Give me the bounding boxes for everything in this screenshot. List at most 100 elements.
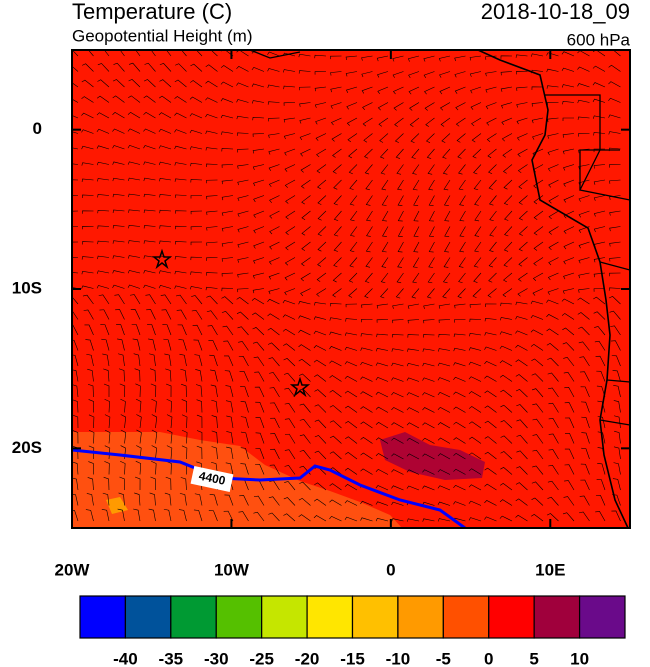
wind-barb bbox=[470, 102, 482, 110]
wind-barb bbox=[395, 288, 404, 299]
wind-barb bbox=[72, 310, 79, 320]
wind-barb bbox=[361, 303, 373, 308]
wind-barb bbox=[224, 494, 234, 506]
wind-barb bbox=[127, 284, 141, 289]
wind-barb bbox=[284, 257, 296, 266]
wind-barb bbox=[120, 398, 126, 413]
wind-barb bbox=[344, 332, 358, 336]
wind-barb bbox=[127, 177, 141, 182]
wind-barb bbox=[269, 402, 280, 413]
wind-barb bbox=[592, 65, 606, 72]
wind-barb bbox=[562, 100, 575, 105]
wind-barb bbox=[547, 372, 559, 382]
wind-barb bbox=[423, 71, 435, 78]
wind-barb bbox=[207, 325, 218, 336]
wind-barb bbox=[422, 377, 435, 382]
wind-barb bbox=[609, 195, 621, 200]
wind-barb bbox=[210, 384, 218, 398]
wind-barb bbox=[391, 469, 404, 475]
wind-barb bbox=[344, 500, 358, 506]
wind-barb bbox=[196, 445, 203, 460]
wind-barb bbox=[166, 414, 173, 429]
wind-barb bbox=[175, 294, 187, 305]
wind-barb bbox=[329, 317, 342, 321]
wind-barb bbox=[397, 257, 404, 268]
wind-barb bbox=[252, 164, 265, 170]
wind-barb bbox=[72, 354, 79, 367]
wind-barb bbox=[237, 326, 249, 336]
wind-barb bbox=[158, 285, 172, 289]
wind-barb bbox=[500, 389, 513, 398]
wind-barb bbox=[284, 418, 296, 429]
wind-barb bbox=[515, 54, 528, 58]
wind-barb bbox=[267, 101, 280, 105]
wind-barb bbox=[88, 461, 94, 475]
wind-barb bbox=[284, 288, 296, 296]
wind-barb bbox=[254, 386, 265, 398]
wind-barb bbox=[500, 451, 513, 460]
wind-barb bbox=[469, 55, 482, 61]
wind-barb bbox=[423, 319, 435, 324]
wind-barb bbox=[397, 226, 404, 237]
wind-barb bbox=[564, 387, 575, 398]
wind-barb bbox=[143, 255, 156, 259]
wind-barb bbox=[97, 225, 110, 229]
wind-barb bbox=[72, 195, 79, 196]
wind-barb bbox=[253, 179, 265, 187]
wind-barb bbox=[72, 50, 79, 57]
wind-barb bbox=[252, 133, 265, 137]
wind-barb bbox=[458, 272, 466, 284]
wind-barb bbox=[190, 210, 203, 215]
wind-barb bbox=[397, 179, 404, 191]
wind-barb bbox=[455, 102, 466, 111]
wind-barb bbox=[161, 309, 172, 320]
coastline bbox=[477, 50, 629, 528]
wind-barb bbox=[428, 210, 435, 222]
wind-barb bbox=[484, 420, 497, 429]
wind-barb bbox=[422, 485, 435, 491]
wind-barb bbox=[564, 464, 575, 475]
wind-barb bbox=[72, 287, 79, 289]
wind-barb bbox=[116, 324, 125, 336]
wind-barb bbox=[392, 55, 404, 62]
wind-barb bbox=[298, 514, 311, 522]
wind-barb bbox=[366, 226, 373, 237]
wind-barb bbox=[548, 387, 559, 398]
wind-barb bbox=[345, 420, 358, 429]
wind-barb bbox=[316, 288, 327, 297]
wind-barb bbox=[422, 348, 435, 352]
wind-barb bbox=[518, 179, 528, 189]
wind-barb bbox=[577, 116, 590, 120]
wind-barb bbox=[255, 448, 265, 460]
wind-barb bbox=[252, 272, 265, 279]
wind-barb bbox=[515, 344, 528, 351]
wind-barb bbox=[96, 112, 110, 119]
wind-barb bbox=[443, 195, 451, 206]
wind-barb bbox=[88, 445, 95, 460]
wind-barb bbox=[165, 383, 172, 398]
wind-barb bbox=[317, 257, 327, 267]
wind-barb bbox=[96, 285, 110, 289]
wind-barb bbox=[267, 298, 280, 305]
wind-barb bbox=[593, 148, 606, 153]
wind-barb bbox=[501, 133, 513, 142]
wind-barb bbox=[578, 326, 590, 336]
wind-barb bbox=[112, 128, 125, 134]
wind-barb bbox=[96, 270, 110, 274]
colorbar-box bbox=[124, 595, 172, 639]
wind-barb bbox=[146, 309, 156, 320]
wind-barb bbox=[267, 68, 280, 72]
wind-barb bbox=[298, 497, 311, 506]
wind-barb bbox=[298, 53, 311, 58]
wind-barb bbox=[484, 436, 497, 444]
wind-barb bbox=[72, 65, 79, 72]
wind-barb bbox=[379, 133, 389, 143]
wind-barb bbox=[332, 148, 342, 158]
wind-barb bbox=[128, 193, 141, 198]
wind-barb bbox=[252, 288, 265, 294]
wind-barb bbox=[174, 194, 187, 198]
wind-barb bbox=[408, 71, 420, 79]
wind-barb bbox=[221, 210, 234, 216]
wind-barb bbox=[563, 357, 575, 367]
wind-barb bbox=[102, 353, 110, 367]
